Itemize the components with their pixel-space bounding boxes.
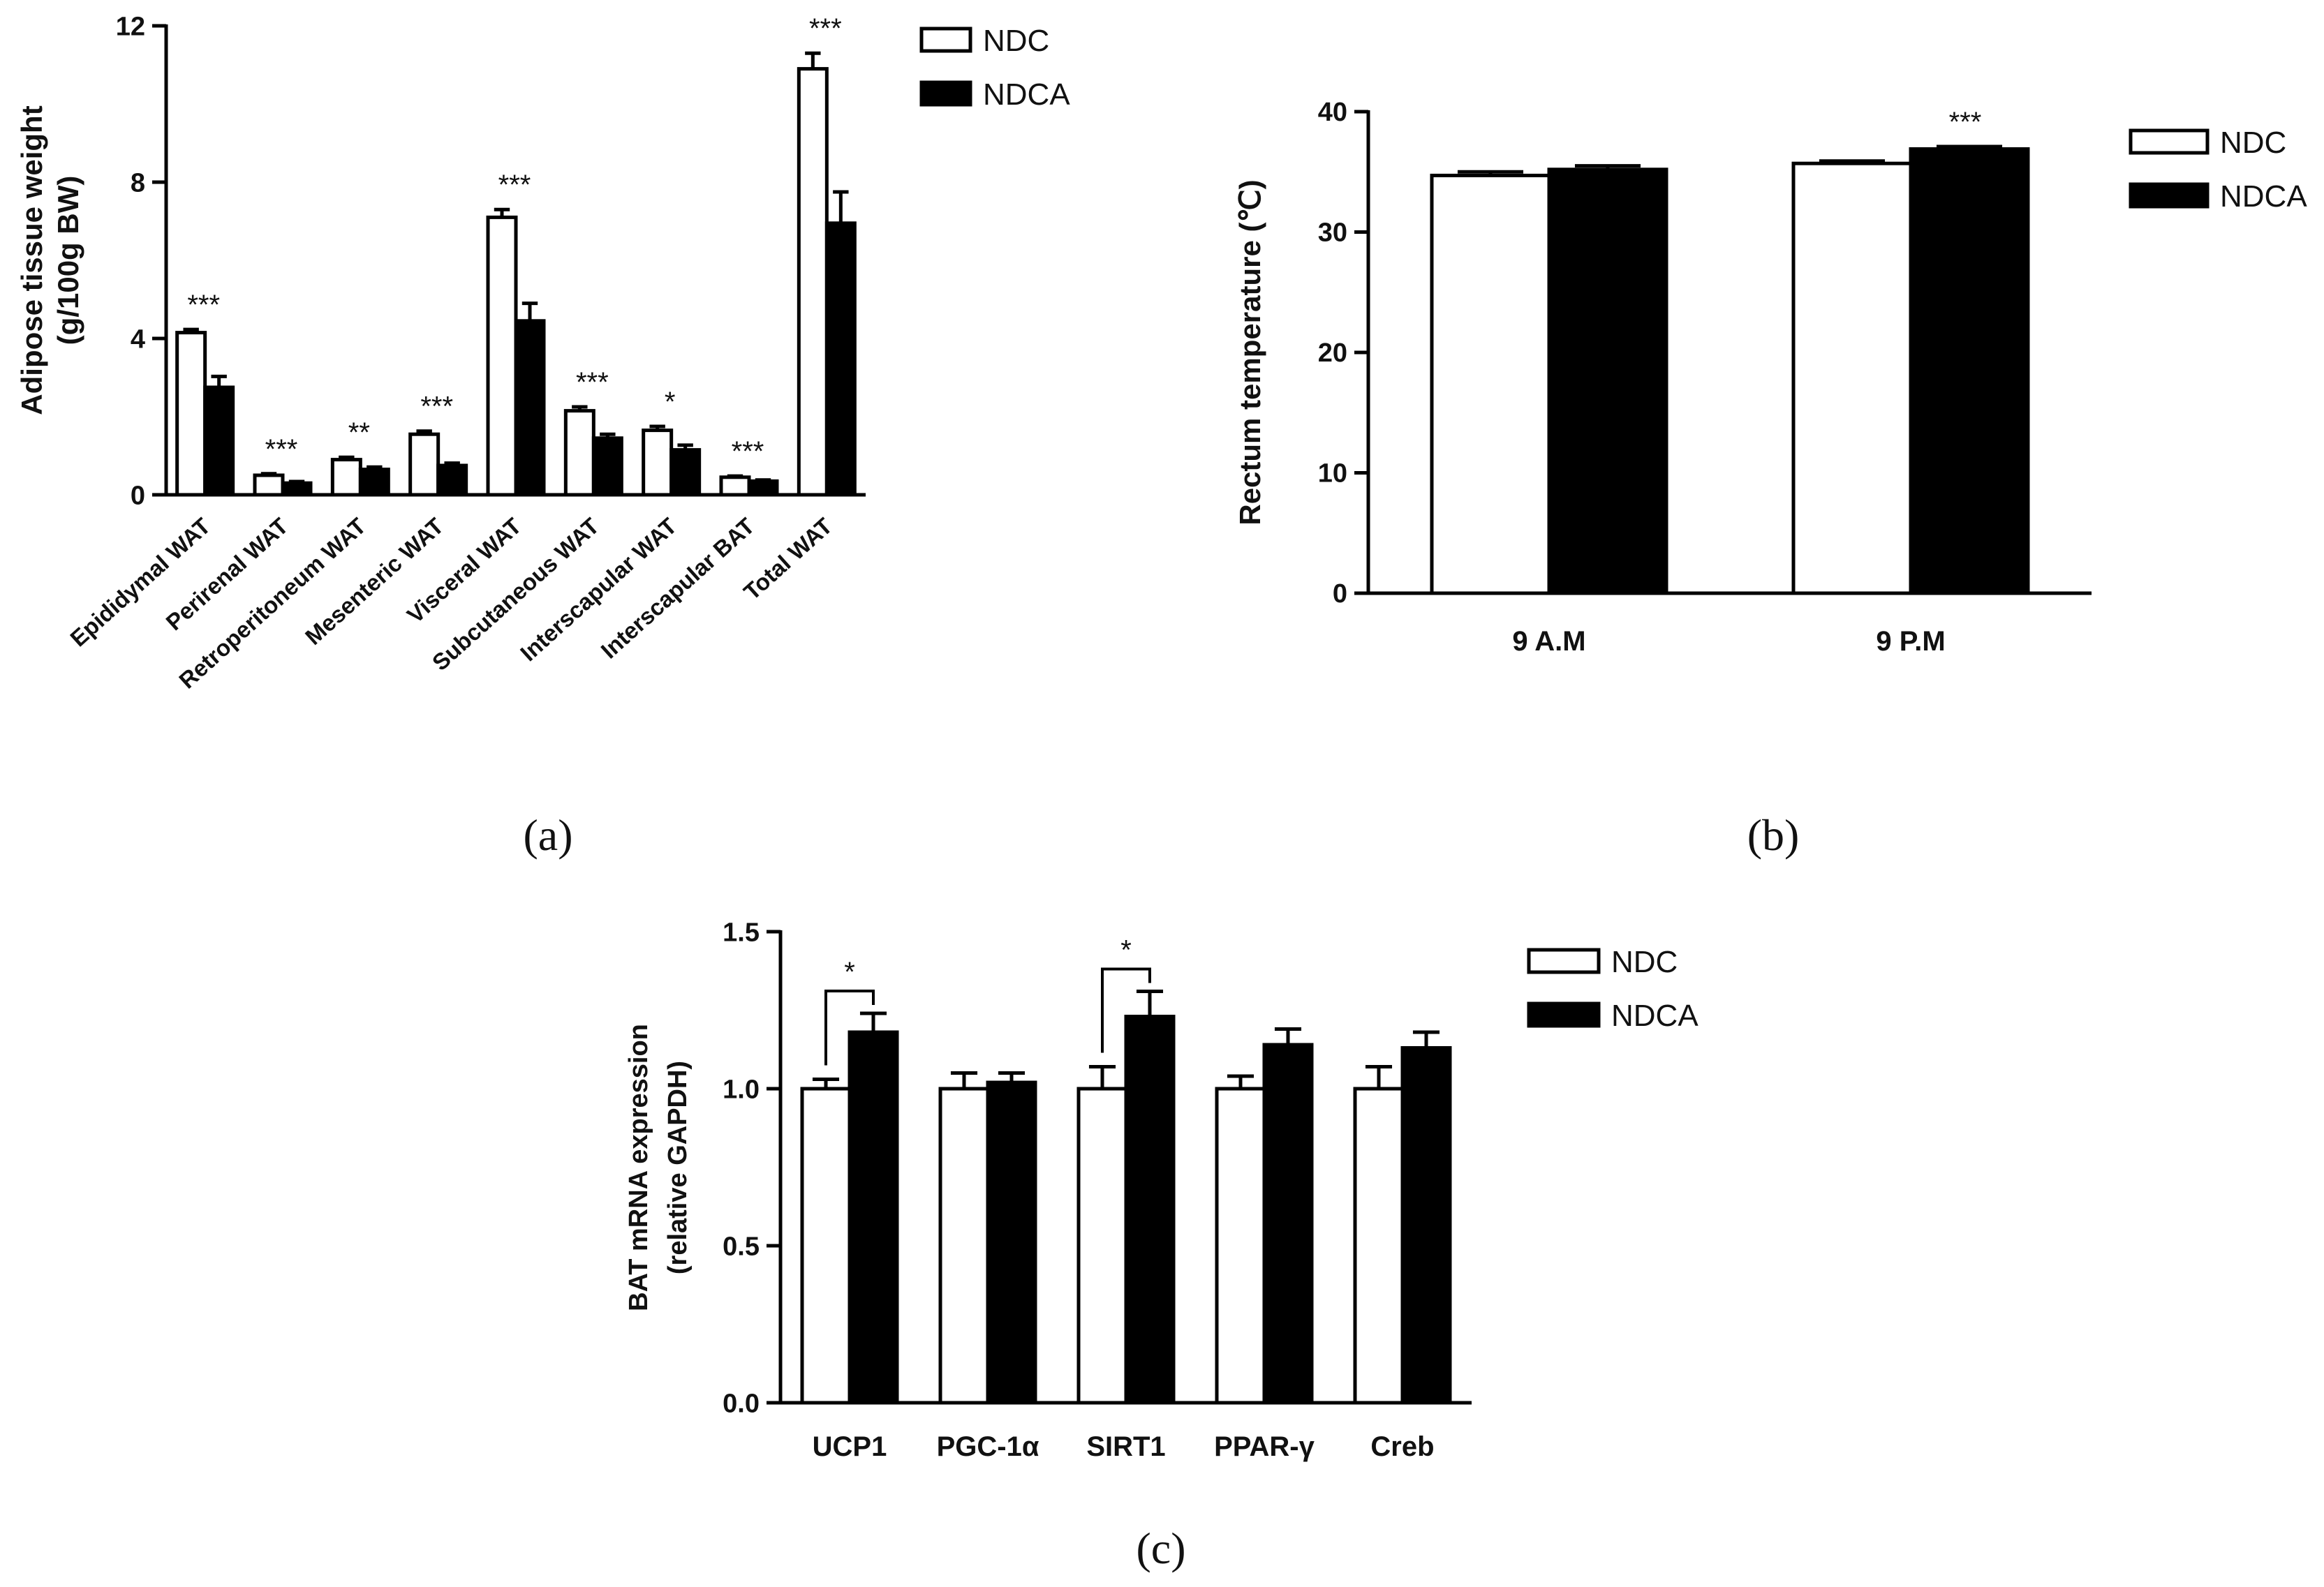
legend-label-ndc: NDC: [983, 24, 1049, 58]
bar-ndca: [747, 479, 779, 497]
significance-marker: ***: [576, 367, 609, 398]
y-tick-label: 4: [131, 325, 145, 355]
x-category-label: 9 A.M: [1512, 626, 1585, 657]
panel-b-label: (b): [1747, 810, 1800, 860]
significance-marker: ***: [1949, 107, 1982, 137]
significance-marker: *: [1120, 935, 1132, 966]
bar-ndca: [848, 1030, 899, 1405]
bar-ndca: [1124, 1015, 1176, 1405]
bar-ndc: [1215, 1087, 1266, 1405]
y-axis-title: Adipose tissue weight: [15, 105, 48, 415]
y-tick-label: 10: [1318, 459, 1347, 488]
bar-ndc: [175, 331, 207, 497]
significance-marker: **: [348, 417, 370, 448]
y-tick-label: 20: [1318, 338, 1347, 368]
legend-swatch-ndc: [1527, 948, 1601, 974]
significance-marker: ***: [265, 434, 298, 465]
y-axis-title: BAT mRNA expression: [624, 1024, 653, 1311]
bar-ndc: [1353, 1087, 1405, 1405]
x-category-label: UCP1: [813, 1431, 887, 1462]
y-tick-label: 40: [1318, 98, 1347, 127]
legend-label-ndca: NDCA: [983, 77, 1070, 112]
bar-ndc: [253, 473, 285, 497]
y-tick-label: 12: [116, 13, 145, 42]
bar-ndc: [563, 409, 595, 497]
bar-ndca: [1547, 167, 1668, 595]
bar-ndc: [642, 429, 674, 497]
bar-ndc: [1791, 161, 1913, 595]
y-tick-label: 8: [131, 169, 145, 198]
significance-marker: ***: [809, 13, 842, 44]
significance-marker: ***: [187, 290, 220, 320]
panel-c-chart: 0.0 0.5 1.0 1.5 BAT mRNA expression (relative…: [624, 918, 1698, 1462]
bar-ndca: [669, 448, 702, 497]
significance-marker: ***: [420, 392, 453, 422]
legend-label-ndca: NDCA: [2220, 179, 2307, 214]
y-axis-title: Rectum temperature (℃): [1234, 179, 1266, 525]
legend-label-ndca: NDCA: [1611, 999, 1698, 1033]
bar-ndca: [1400, 1046, 1452, 1405]
bar-ndca: [358, 468, 390, 497]
bar-ndc: [486, 215, 518, 497]
legend-swatch-ndca: [919, 80, 972, 107]
bar-ndc: [800, 1087, 852, 1405]
panel-b-chart: 0 10 20 30 40 Rectum temperature (℃) 9 A.M 9 P.…: [1234, 98, 2307, 657]
significance-bracket: [824, 990, 875, 1066]
x-category-label: SIRT1: [1086, 1431, 1165, 1462]
legend-label-ndc: NDC: [2220, 126, 2286, 160]
panel-c-label: (c): [1136, 1523, 1185, 1573]
legend-label-ndc: NDC: [1611, 945, 1678, 979]
bar-ndca: [591, 436, 623, 497]
x-category-label: Epididymal WAT: [65, 513, 215, 652]
bar-ndc: [408, 432, 441, 497]
y-tick-label: 1.0: [723, 1075, 760, 1105]
y-tick-label: 1.5: [723, 918, 760, 948]
y-axis-title: (relative GAPDH): [663, 1061, 693, 1274]
bar-ndca: [986, 1080, 1037, 1405]
legend-swatch-ndca: [2129, 182, 2210, 209]
bar-ndca: [436, 463, 468, 497]
legend-swatch-ndc: [2129, 128, 2210, 155]
y-tick-label: 0.5: [723, 1232, 760, 1262]
bar-ndca: [281, 481, 313, 497]
bar-ndc: [330, 458, 362, 497]
x-category-label: Mesenteric WAT: [300, 513, 448, 650]
bar-ndc: [797, 67, 829, 497]
bar-ndc: [938, 1087, 990, 1405]
bar-ndca: [1262, 1043, 1314, 1405]
y-tick-label: 0: [131, 482, 145, 511]
significance-marker: ***: [732, 436, 764, 467]
significance-bracket: [1101, 967, 1151, 1053]
x-category-label: PGC-1α: [937, 1431, 1039, 1462]
bar-ndc: [1076, 1087, 1128, 1405]
y-tick-label: 0.0: [723, 1389, 760, 1419]
y-tick-label: 30: [1318, 218, 1347, 247]
bar-ndca: [514, 319, 546, 497]
significance-marker: ***: [498, 170, 531, 200]
bar-ndca: [203, 385, 235, 497]
legend-swatch-ndc: [919, 27, 972, 53]
x-category-label: PPAR-γ: [1214, 1431, 1315, 1462]
significance-marker: *: [665, 387, 676, 417]
y-tick-label: 0: [1333, 579, 1347, 609]
panel-a-chart: 0 4 8 12 Adipose tissue weight (g/100g BW) Epi…: [15, 13, 1070, 694]
panel-a-label: (a): [523, 810, 572, 860]
bar-ndc: [719, 475, 751, 497]
x-category-label: 9 P.M: [1876, 626, 1945, 657]
x-category-label: Creb: [1370, 1431, 1434, 1462]
bar-ndc: [1430, 173, 1551, 595]
significance-marker: *: [844, 957, 855, 988]
legend-swatch-ndca: [1527, 1001, 1601, 1028]
y-axis-title: (g/100g BW): [52, 176, 84, 345]
bar-ndca: [824, 221, 857, 497]
bar-ndca: [1909, 147, 2030, 595]
